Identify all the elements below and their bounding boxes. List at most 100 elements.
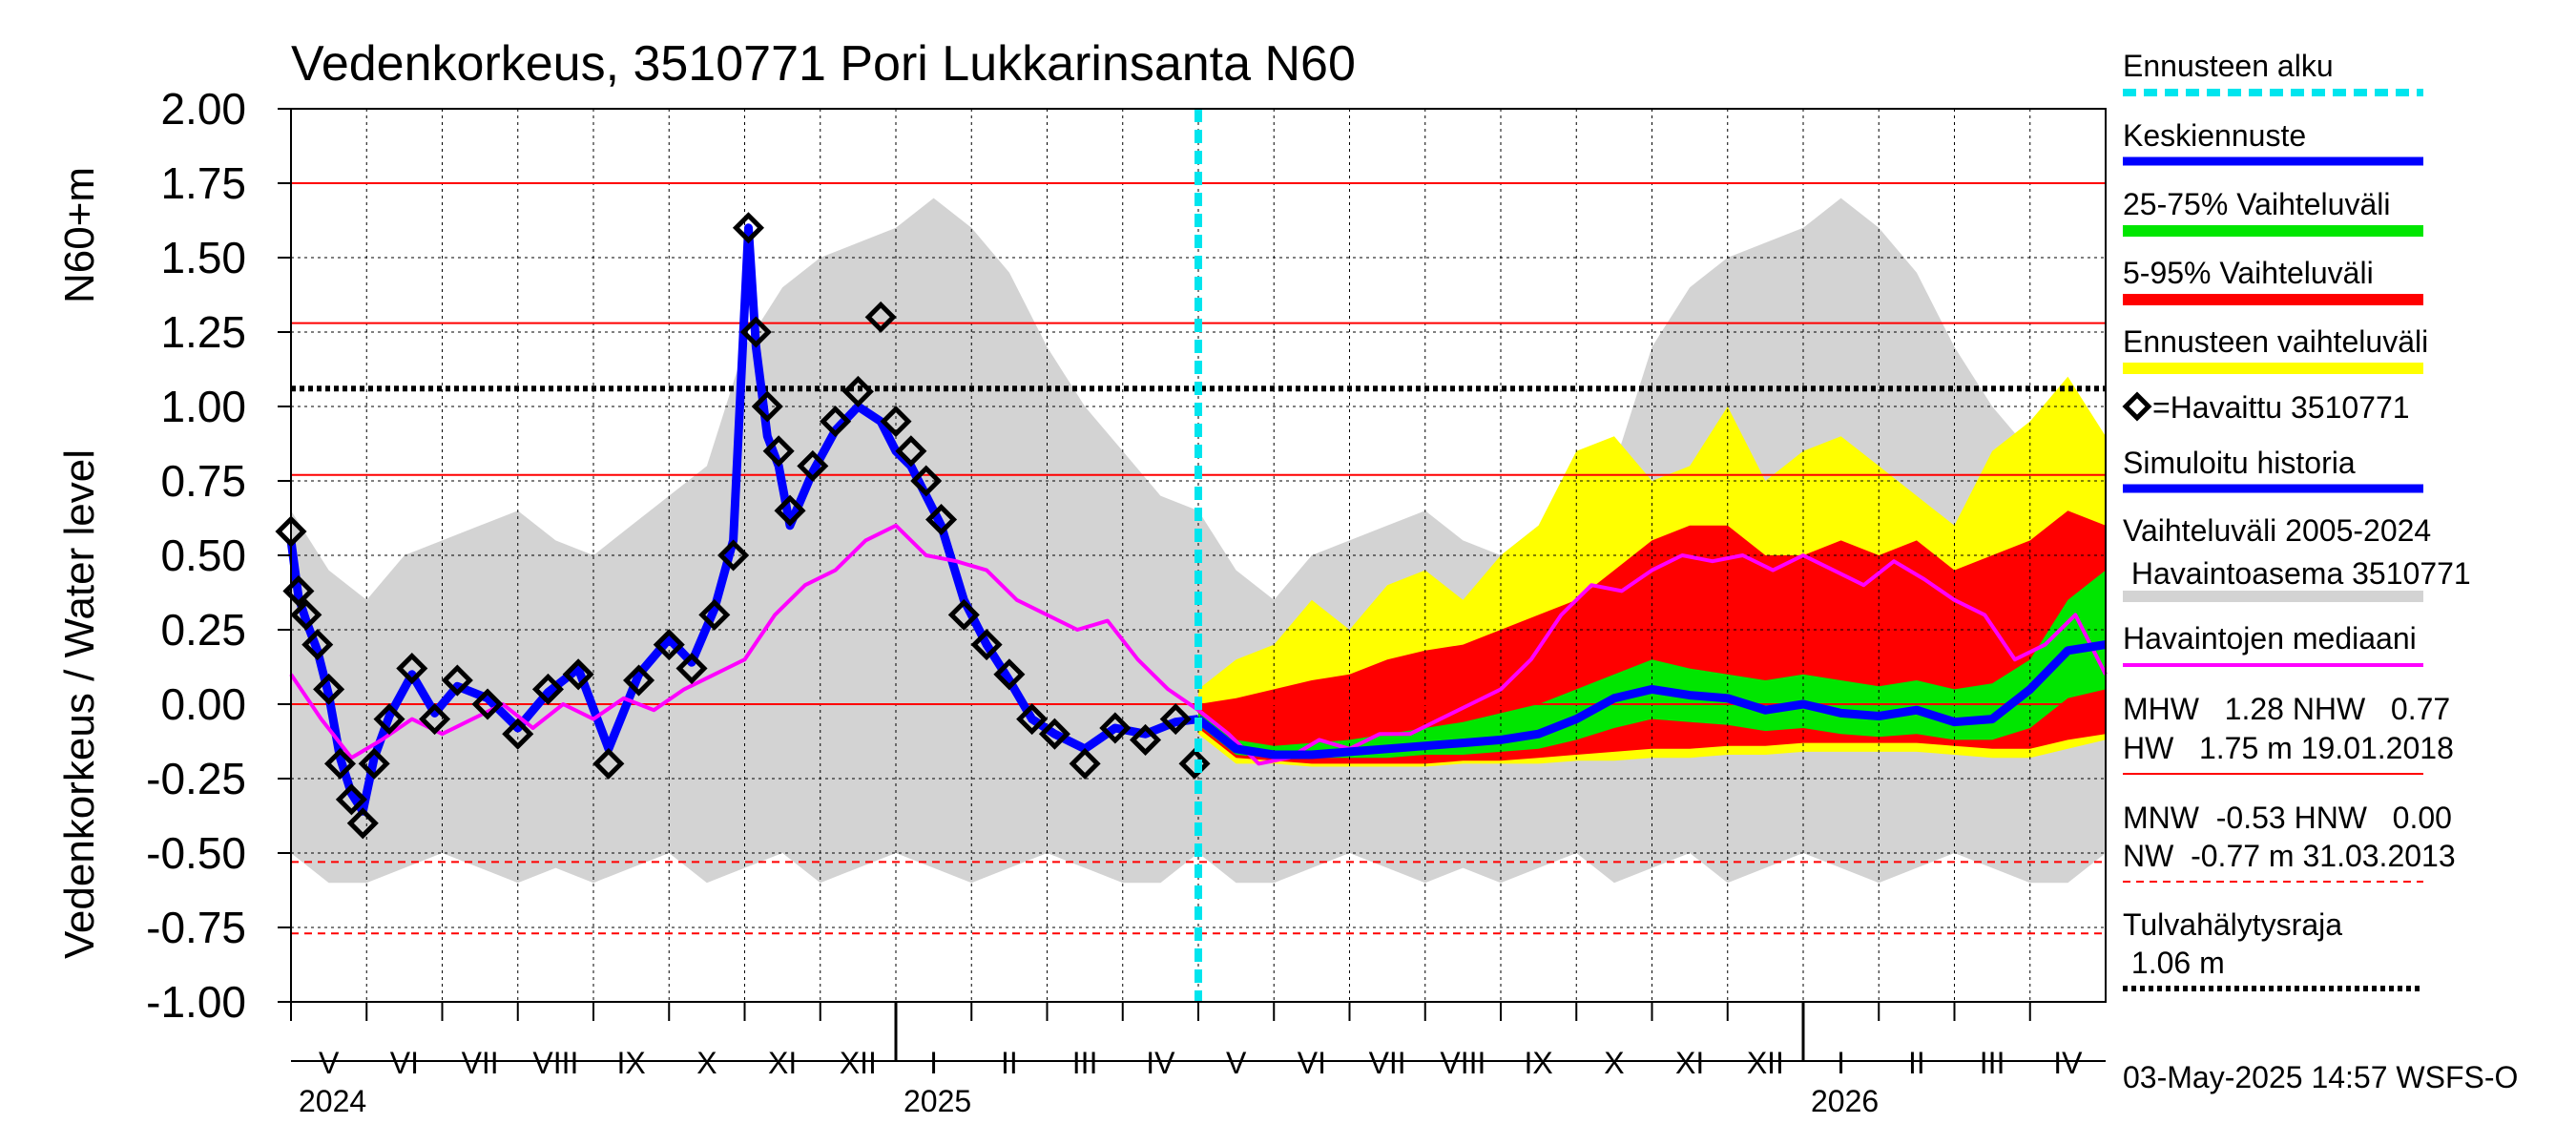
observed-point-18 xyxy=(623,664,655,697)
y-axis-label-inner: N60+m xyxy=(56,167,103,303)
x-month-label-15: VIII xyxy=(1440,1046,1485,1080)
observed-point-40 xyxy=(1038,718,1070,750)
x-month-label-3: VIII xyxy=(532,1046,578,1080)
legend-range-label-1: Vaihteluväli 2005-2024 xyxy=(2123,513,2431,548)
observed-point-41 xyxy=(1069,747,1101,780)
y-tick-label-2: 1.50 xyxy=(160,233,246,282)
observed-point-44 xyxy=(1159,703,1192,736)
y-tick-label-8: 0.00 xyxy=(160,679,246,729)
observed-point-20 xyxy=(675,653,708,685)
y-axis-ticks: 2.00 1.75 1.50 1.25 1.00 0.75 0.50 0.25 0.00 -0.2… xyxy=(146,84,291,1027)
legend-stats-line-4: NW -0.77 m 31.03.2013 xyxy=(2123,839,2456,873)
observed-point-1 xyxy=(282,574,315,607)
y-tick-label-4: 1.00 xyxy=(160,382,246,431)
x-month-label-4: IX xyxy=(617,1046,646,1080)
observed-point-7 xyxy=(346,807,379,840)
observed-point-35 xyxy=(925,504,958,536)
observed-point-38 xyxy=(993,658,1026,691)
y-axis-label-outer: Vedenkorkeus / Water level xyxy=(56,449,103,959)
observed-point-45 xyxy=(1178,747,1211,780)
observed-point-3 xyxy=(301,629,334,661)
legend-simulated-label: Simuloitu historia xyxy=(2123,446,2356,480)
legend-alarm-label: Tulvahälytysraja xyxy=(2123,907,2342,942)
observed-point-8 xyxy=(358,747,390,780)
x-month-label-1: VI xyxy=(390,1046,419,1080)
x-month-label-16: IX xyxy=(1525,1046,1553,1080)
legend-observed-marker xyxy=(2122,391,2152,422)
observed-point-21 xyxy=(698,598,731,631)
x-month-label-14: VII xyxy=(1369,1046,1406,1080)
observed-point-17 xyxy=(592,747,625,780)
observed-point-28 xyxy=(797,449,829,482)
x-month-label-7: XII xyxy=(840,1046,877,1080)
y-tick-label-7: 0.25 xyxy=(160,605,246,655)
y-tick-label-6: 0.50 xyxy=(160,531,246,580)
series-lines xyxy=(286,223,2108,816)
legend-p5-95-label: 5-95% Vaihteluväli xyxy=(2123,256,2374,290)
legend-stats-line-2: HW 1.75 m 19.01.2018 xyxy=(2123,731,2454,765)
legend-stats-line-1: MHW 1.28 NHW 0.77 xyxy=(2123,692,2450,726)
legend-median-label: Havaintojen mediaani xyxy=(2123,621,2417,656)
y-tick-label-10: -0.50 xyxy=(146,828,246,878)
observed-point-29 xyxy=(820,406,852,438)
x-month-label-8: I xyxy=(929,1046,938,1080)
x-month-label-2: VII xyxy=(462,1046,499,1080)
legend-range-label-2: Havaintoasema 3510771 xyxy=(2123,556,2471,591)
observed-point-34 xyxy=(910,465,943,497)
observed-point-42 xyxy=(1099,712,1132,744)
observed-point-26 xyxy=(762,435,795,468)
x-month-label-5: X xyxy=(696,1046,717,1080)
legend-forecast-range-label: Ennusteen vaihteluväli xyxy=(2123,324,2428,359)
y-tick-label-12: -1.00 xyxy=(146,977,246,1027)
observed-point-4 xyxy=(313,673,345,705)
observed-point-19 xyxy=(653,629,685,661)
observed-point-32 xyxy=(880,406,912,438)
x-month-label-12: V xyxy=(1226,1046,1247,1080)
x-month-label-19: XII xyxy=(1747,1046,1784,1080)
observed-point-2 xyxy=(290,598,322,631)
observed-point-12 xyxy=(441,664,473,697)
x-month-label-11: IV xyxy=(1146,1046,1175,1080)
x-year-label-0: 2024 xyxy=(299,1084,366,1118)
observed-point-13 xyxy=(471,688,504,720)
x-month-label-13: VI xyxy=(1298,1046,1326,1080)
x-year-label-1: 2025 xyxy=(904,1084,971,1118)
y-tick-label-1: 1.75 xyxy=(160,158,246,208)
y-tick-label-9: -0.25 xyxy=(146,754,246,803)
y-tick-label-0: 2.00 xyxy=(160,84,246,134)
legend-observed-label: =Havaittu 3510771 xyxy=(2152,390,2410,425)
x-month-label-23: IV xyxy=(2053,1046,2083,1080)
observed-markers xyxy=(275,212,1211,840)
observed-point-14 xyxy=(502,718,534,750)
series-median xyxy=(289,523,2108,766)
x-month-label-9: II xyxy=(1001,1046,1018,1080)
legend-p25-75-label: 25-75% Vaihteluväli xyxy=(2123,187,2390,221)
observed-point-0 xyxy=(275,515,307,548)
observed-point-11 xyxy=(419,703,451,736)
x-month-label-21: II xyxy=(1908,1046,1925,1080)
series-forecast_mean xyxy=(1195,640,2107,760)
x-month-label-22: III xyxy=(1980,1046,2005,1080)
observed-point-39 xyxy=(1016,703,1049,736)
observed-point-25 xyxy=(751,390,783,423)
observed-point-30 xyxy=(841,375,874,407)
x-month-label-20: I xyxy=(1837,1046,1845,1080)
observed-point-6 xyxy=(335,783,367,816)
series-simulated xyxy=(286,223,1199,816)
legend-stats-line-3: MNW -0.53 HNW 0.00 xyxy=(2123,801,2452,835)
y-tick-label-11: -0.75 xyxy=(146,903,246,952)
observed-point-31 xyxy=(864,301,897,333)
legend-alarm-value: 1.06 m xyxy=(2123,946,2225,980)
legend-mean-label: Keskiennuste xyxy=(2123,118,2306,153)
x-month-label-0: V xyxy=(319,1046,340,1080)
observed-point-10 xyxy=(396,653,428,685)
x-axis: V VI VII VIII IX X XI XII I II III IV V VI VII VIII IX X X… xyxy=(290,1002,2106,1118)
x-month-label-10: III xyxy=(1072,1046,1098,1080)
observed-point-36 xyxy=(947,598,980,631)
observed-point-37 xyxy=(970,629,1003,661)
observed-point-5 xyxy=(323,747,357,780)
y-tick-label-5: 0.75 xyxy=(160,456,246,506)
chart-title: Vedenkorkeus, 3510771 Pori Lukkarinsanta… xyxy=(291,36,1356,92)
legend: Ennusteen alku Keskiennuste 25-75% Vaiht… xyxy=(2122,49,2518,1094)
